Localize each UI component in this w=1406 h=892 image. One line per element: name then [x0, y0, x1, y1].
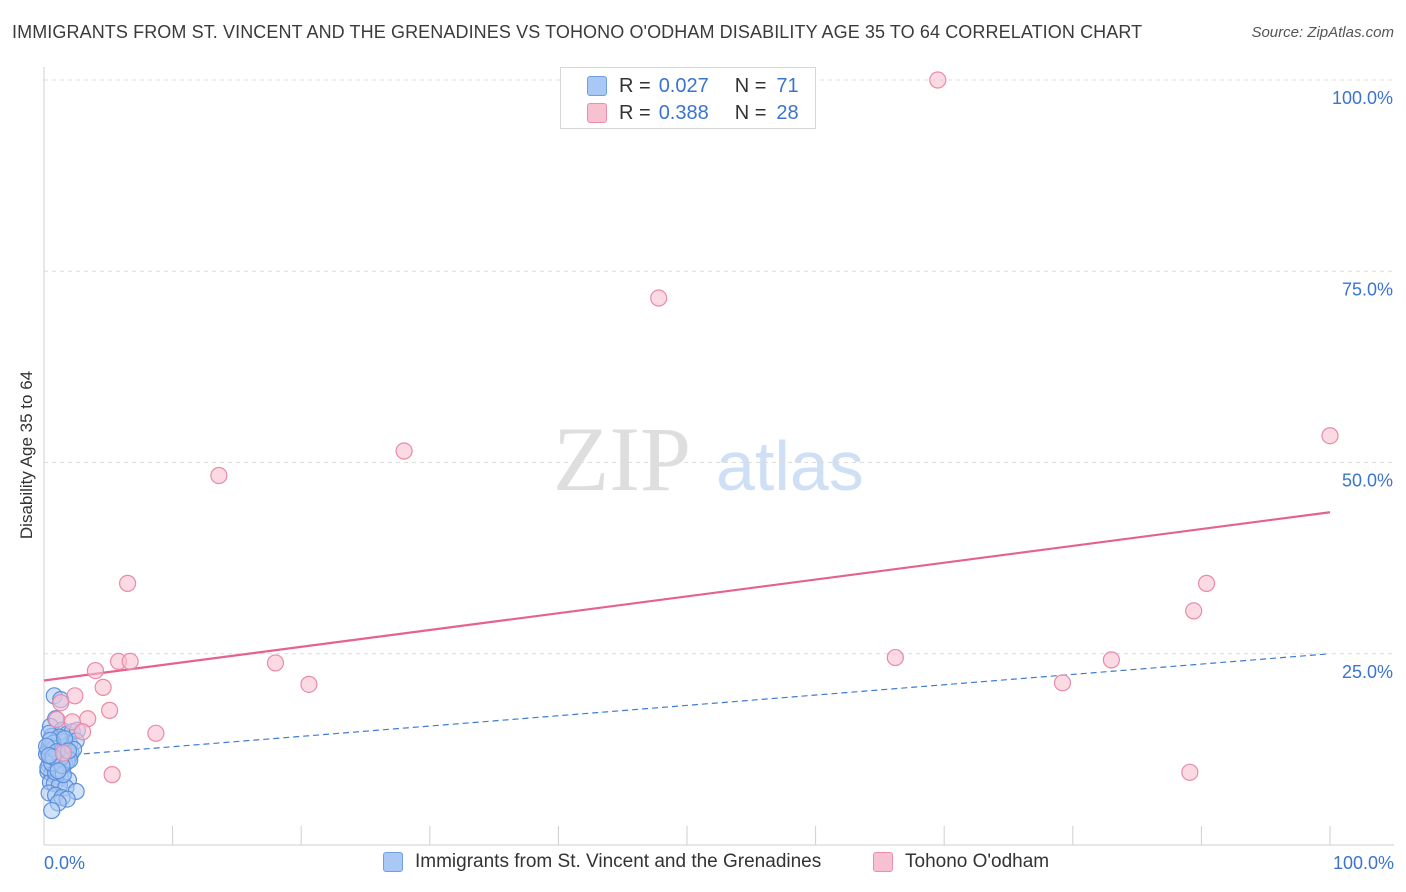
y-axis-tick-labels: 25.0% 50.0% 75.0% 100.0%: [1332, 88, 1393, 682]
point-immigrants: [49, 762, 67, 780]
point-tohono: [1197, 574, 1216, 592]
legend-swatch-blue: [383, 852, 403, 872]
legend-swatch-pink: [587, 103, 607, 123]
watermark-zip: ZIP: [553, 408, 691, 510]
legend-n-value: 28: [776, 101, 799, 124]
point-tohono: [86, 661, 105, 680]
point-tohono: [300, 675, 318, 693]
point-tohono: [103, 766, 121, 784]
point-tohono: [650, 289, 668, 307]
point-tohono: [73, 723, 92, 741]
point-tohono: [100, 701, 119, 719]
legend-r-label: R =: [619, 101, 651, 124]
point-tohono: [121, 652, 139, 671]
series-legend-immigrants: Immigrants from St. Vincent and the Gren…: [383, 851, 821, 873]
legend-r-value: 0.388: [658, 101, 709, 124]
point-tohono: [118, 574, 137, 592]
point-immigrants: [40, 746, 58, 765]
point-tohono: [395, 442, 413, 460]
legend-n-value: 71: [776, 74, 799, 97]
point-tohono: [54, 744, 72, 762]
series-tohono-points: [48, 71, 1339, 784]
y-tick-label: 100.0%: [1332, 88, 1393, 108]
point-tohono: [48, 710, 66, 729]
series-legend-label: Tohono O'odham: [905, 851, 1050, 872]
point-tohono: [1181, 763, 1199, 781]
x-tick-label-0: 0.0%: [44, 853, 85, 873]
y-tick-label: 25.0%: [1342, 662, 1393, 682]
trendline-tohono: [43, 511, 1331, 682]
point-tohono: [1053, 674, 1072, 692]
point-tohono: [886, 648, 904, 667]
x-axis-ticks: [172, 826, 1331, 845]
legend-n-label: N =: [734, 101, 767, 124]
correlation-legend: R = 0.027 N = 71 R = 0.388 N = 28: [560, 67, 816, 129]
point-tohono: [94, 678, 112, 697]
point-tohono: [1185, 602, 1203, 620]
legend-r-value: 0.027: [658, 74, 709, 97]
legend-n-label: N =: [734, 74, 767, 97]
point-tohono: [52, 694, 70, 712]
watermark-atlas: atlas: [716, 427, 864, 505]
y-tick-label: 50.0%: [1342, 471, 1393, 491]
chart-source: Source: ZipAtlas.com: [1251, 24, 1394, 41]
point-tohono: [210, 466, 228, 485]
legend-swatch-blue: [587, 76, 607, 96]
y-tick-label: 75.0%: [1342, 279, 1393, 299]
legend-row-tohono: R = 0.388 N = 28: [587, 100, 799, 126]
x-tick-label-100: 100.0%: [1333, 853, 1394, 873]
series-legend-tohono: Tohono O'odham: [873, 851, 1049, 873]
point-tohono: [266, 654, 285, 672]
legend-swatch-pink: [873, 852, 893, 872]
trend-lines: [43, 511, 1331, 759]
trendline-immigrants: [43, 653, 1331, 758]
legend-r-label: R =: [619, 74, 651, 97]
point-tohono: [929, 71, 947, 89]
legend-row-immigrants: R = 0.027 N = 71: [587, 73, 799, 99]
point-tohono: [1102, 651, 1120, 669]
point-tohono: [147, 724, 165, 742]
gridlines: [44, 79, 1394, 655]
y-axis-label: Disability Age 35 to 64: [17, 370, 36, 540]
point-tohono: [66, 687, 84, 705]
series-legend-label: Immigrants from St. Vincent and the Gren…: [415, 851, 822, 872]
point-tohono: [1321, 427, 1339, 445]
series-legend: Immigrants from St. Vincent and the Gren…: [0, 851, 1406, 877]
chart-title: IMMIGRANTS FROM ST. VINCENT AND THE GREN…: [12, 22, 1143, 42]
point-tohono: [63, 713, 81, 731]
point-immigrants: [43, 801, 61, 820]
